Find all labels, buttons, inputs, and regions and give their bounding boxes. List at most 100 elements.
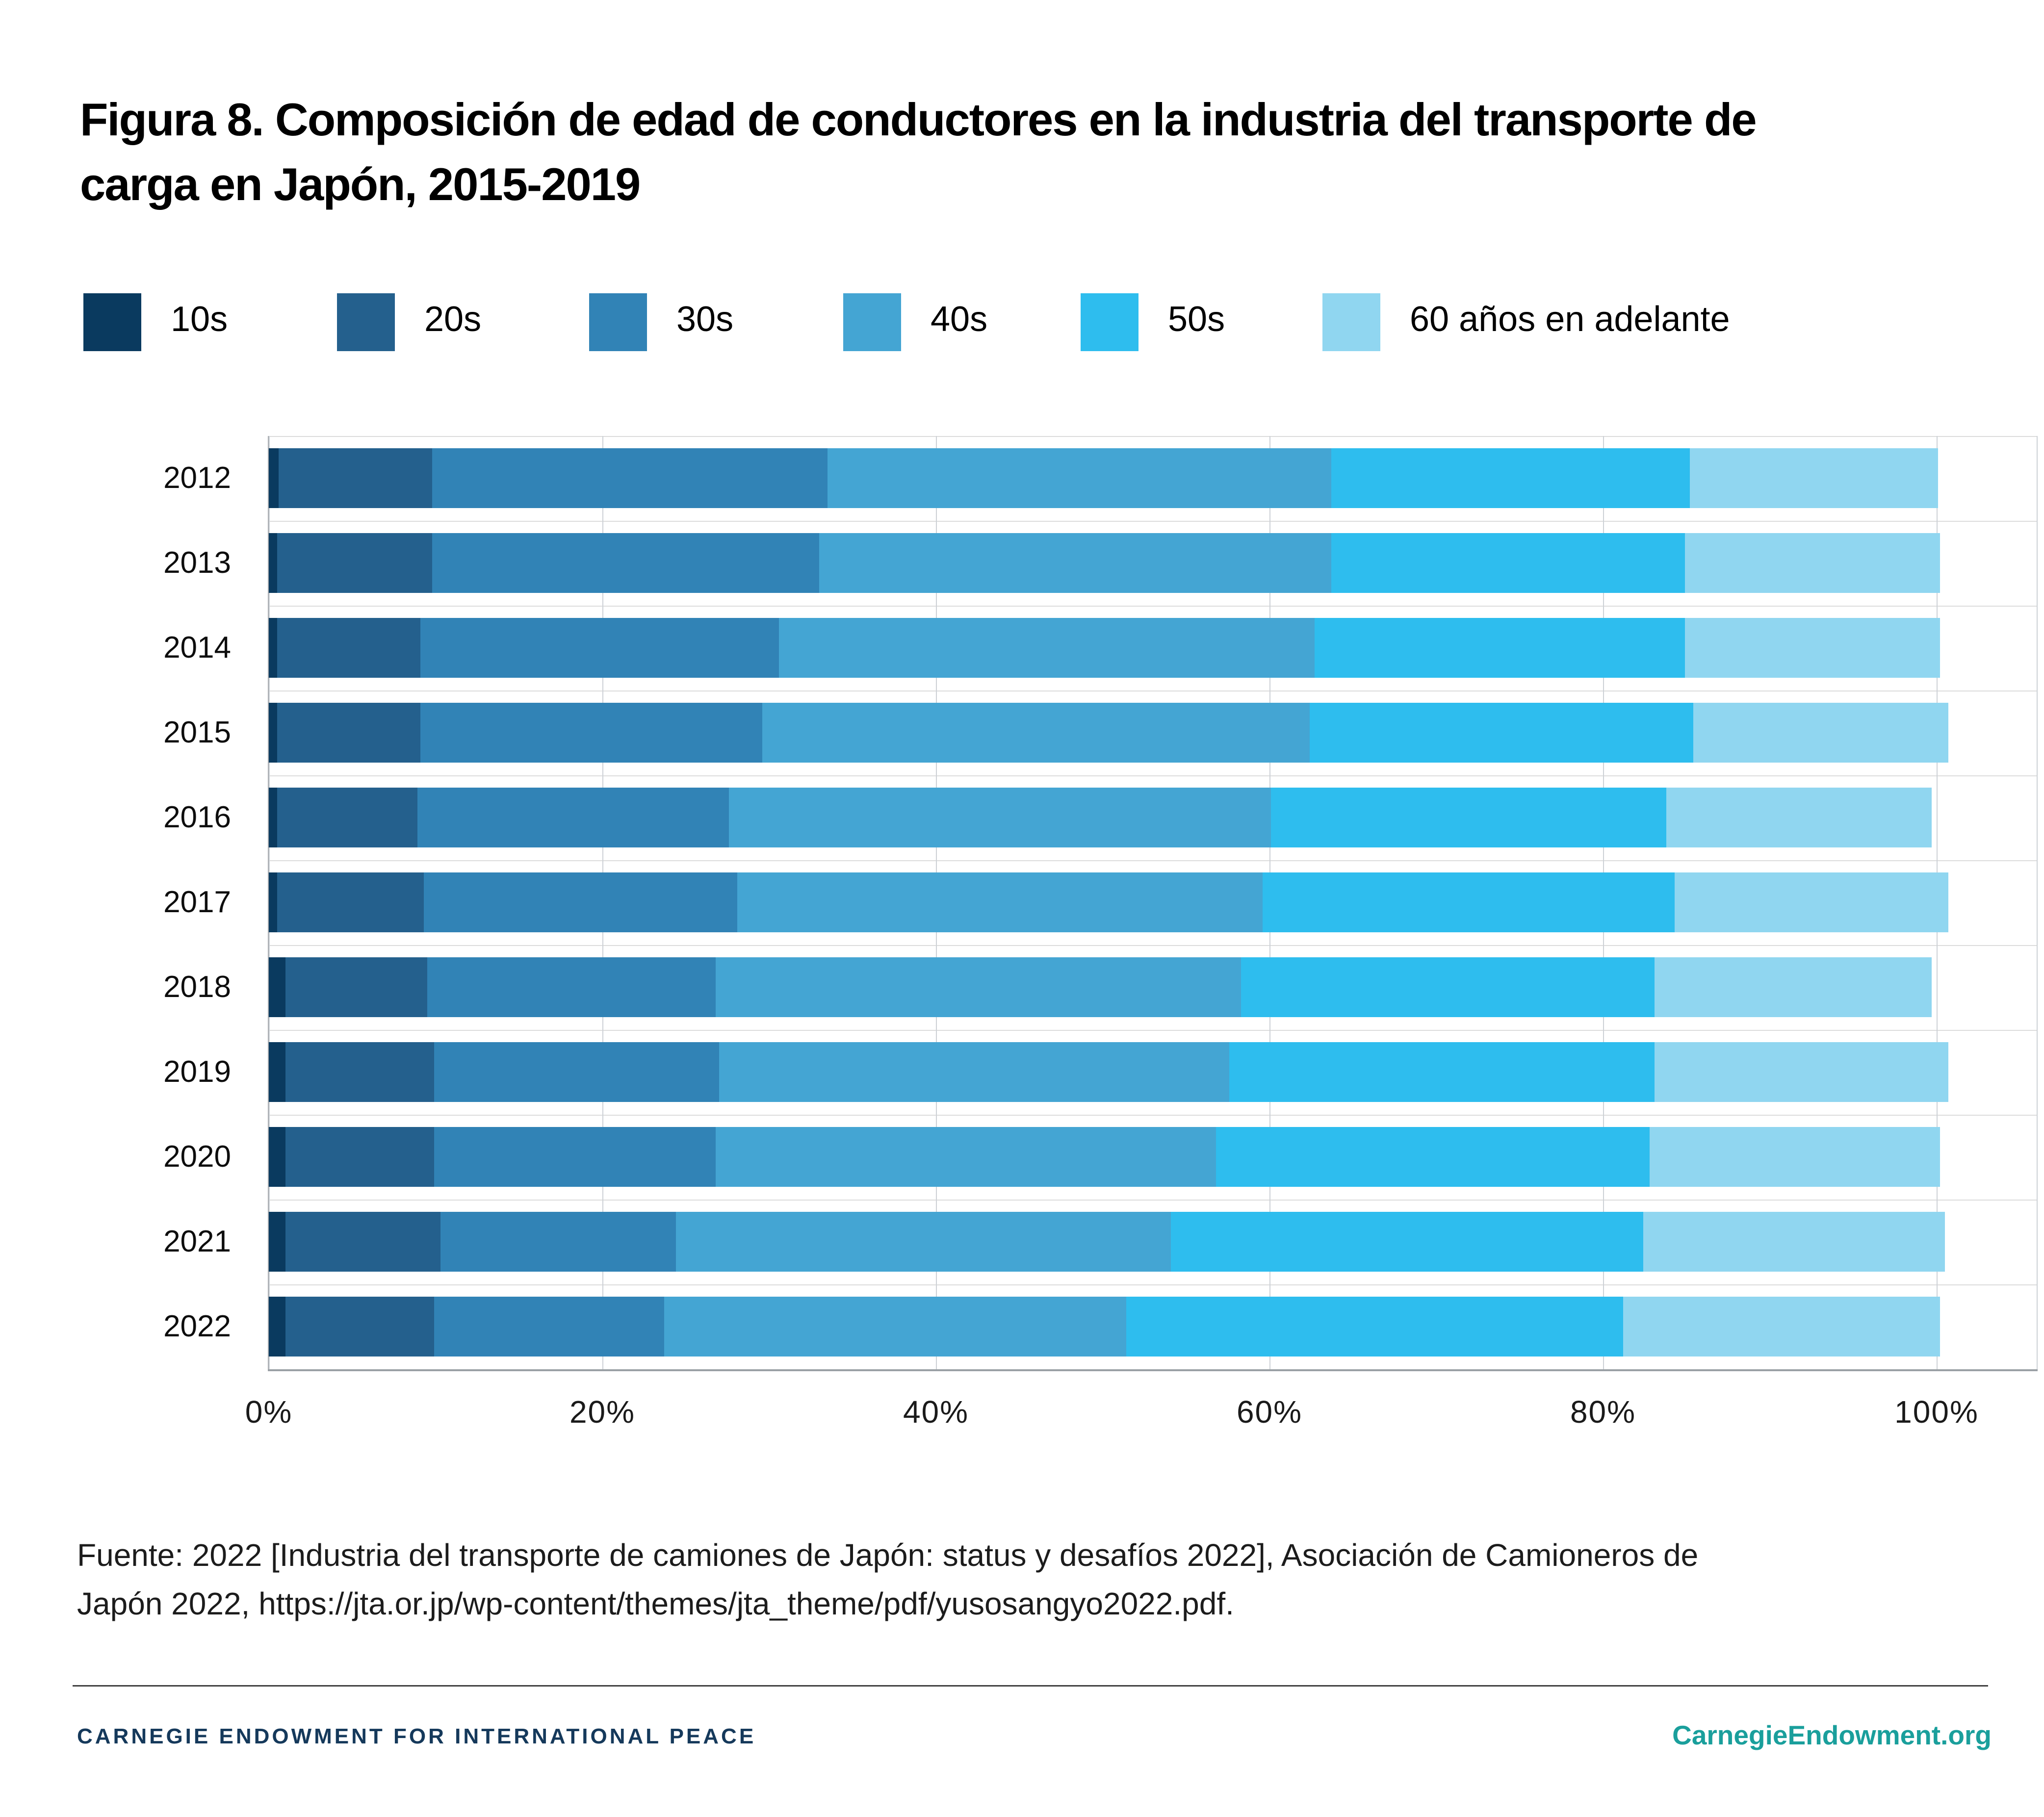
bar-segment-50s-2013 — [1331, 533, 1685, 593]
x-axis-tick-20pct: 20% — [569, 1394, 636, 1430]
bar-segment-60-años-en-adelante-2018 — [1655, 957, 1932, 1017]
bar-segment-40s-2015 — [762, 703, 1310, 763]
row-gridline — [268, 606, 2038, 607]
legend-label-10s: 10s — [171, 300, 228, 339]
bar-segment-20s-2014 — [277, 618, 421, 678]
bar-segment-30s-2012 — [432, 448, 828, 508]
bar-segment-10s-2020 — [269, 1127, 285, 1187]
bar-segment-30s-2019 — [434, 1042, 719, 1102]
y-axis-label-2012: 2012 — [163, 461, 231, 495]
bar-segment-50s-2014 — [1314, 618, 1685, 678]
bar-segment-20s-2017 — [277, 872, 424, 932]
bar-segment-20s-2019 — [285, 1042, 434, 1102]
row-gridline — [268, 436, 2038, 437]
bar-segment-10s-2019 — [269, 1042, 285, 1102]
source-note-line1: Fuente: 2022 [Industria del transporte d… — [77, 1537, 1699, 1573]
bar-segment-60-años-en-adelante-2015 — [1693, 703, 1948, 763]
bar-segment-10s-2012 — [269, 448, 279, 508]
bar-segment-60-años-en-adelante-2012 — [1689, 448, 1939, 508]
bar-segment-50s-2015 — [1309, 703, 1693, 763]
bar-segment-40s-2012 — [828, 448, 1331, 508]
bar-segment-10s-2021 — [269, 1212, 285, 1272]
bar-segment-50s-2012 — [1331, 448, 1690, 508]
legend-swatch-60-años-en-adelante — [1322, 293, 1380, 351]
bar-segment-60-años-en-adelante-2016 — [1666, 788, 1932, 847]
chart-title: Figura 8. Composición de edad de conduct… — [80, 87, 2008, 217]
row-gridline — [268, 1284, 2038, 1285]
bar-segment-50s-2017 — [1263, 872, 1675, 932]
bar-segment-20s-2021 — [285, 1212, 441, 1272]
bar-segment-60-años-en-adelante-2014 — [1684, 618, 1940, 678]
legend-swatch-10s — [83, 293, 141, 351]
legend-label-60-años-en-adelante: 60 años en adelante — [1410, 300, 1730, 339]
footer-website-link[interactable]: CarnegieEndowment.org — [1672, 1720, 1992, 1750]
y-axis-label-2013: 2013 — [163, 546, 231, 580]
bar-segment-60-años-en-adelante-2022 — [1623, 1297, 1940, 1356]
bar-segment-30s-2015 — [420, 703, 763, 763]
bar-segment-60-años-en-adelante-2017 — [1675, 872, 1948, 932]
bar-segment-60-años-en-adelante-2020 — [1650, 1127, 1940, 1187]
x-axis-line — [268, 1369, 2038, 1371]
row-gridline — [268, 1030, 2038, 1031]
bar-segment-40s-2016 — [729, 788, 1271, 847]
bar-segment-10s-2022 — [269, 1297, 285, 1356]
bar-segment-20s-2020 — [285, 1127, 434, 1187]
bar-segment-30s-2020 — [434, 1127, 716, 1187]
x-axis-tick-40pct: 40% — [903, 1394, 969, 1430]
bar-segment-30s-2017 — [424, 872, 738, 932]
bar-segment-10s-2017 — [269, 872, 277, 932]
y-axis-label-2022: 2022 — [163, 1309, 231, 1343]
bar-segment-10s-2013 — [269, 533, 277, 593]
bar-segment-40s-2013 — [819, 533, 1331, 593]
legend-label-20s: 20s — [424, 300, 482, 339]
bar-segment-20s-2015 — [277, 703, 421, 763]
bar-segment-40s-2017 — [737, 872, 1263, 932]
legend-label-30s: 30s — [676, 300, 734, 339]
bar-segment-30s-2013 — [432, 533, 819, 593]
row-gridline — [268, 860, 2038, 861]
bar-segment-20s-2016 — [277, 788, 417, 847]
bar-segment-50s-2021 — [1171, 1212, 1643, 1272]
source-note: Fuente: 2022 [Industria del transporte d… — [77, 1531, 1902, 1628]
y-axis-label-2016: 2016 — [163, 800, 231, 834]
x-axis-tick-60pct: 60% — [1236, 1394, 1303, 1430]
y-axis-line — [268, 436, 269, 1371]
footer-org-name: CARNEGIE ENDOWMENT FOR INTERNATIONAL PEA… — [77, 1724, 756, 1748]
bar-segment-10s-2015 — [269, 703, 277, 763]
bar-segment-50s-2018 — [1241, 957, 1655, 1017]
bar-segment-40s-2014 — [779, 618, 1315, 678]
bar-segment-40s-2018 — [716, 957, 1242, 1017]
legend-label-40s: 40s — [931, 300, 988, 339]
row-gridline — [268, 1115, 2038, 1116]
footer-divider — [73, 1685, 1988, 1687]
source-note-line2: Japón 2022, https://jta.or.jp/wp-content… — [77, 1586, 1234, 1621]
bar-segment-60-años-en-adelante-2019 — [1655, 1042, 1948, 1102]
bar-segment-20s-2018 — [285, 957, 427, 1017]
bar-segment-30s-2016 — [417, 788, 729, 847]
bar-segment-30s-2018 — [427, 957, 716, 1017]
bar-segment-30s-2014 — [420, 618, 779, 678]
bar-segment-20s-2022 — [285, 1297, 434, 1356]
bar-segment-40s-2019 — [719, 1042, 1230, 1102]
bar-segment-40s-2020 — [716, 1127, 1216, 1187]
legend-swatch-30s — [589, 293, 647, 351]
y-axis-label-2015: 2015 — [163, 716, 231, 749]
bar-segment-30s-2021 — [440, 1212, 676, 1272]
bar-segment-10s-2014 — [269, 618, 277, 678]
legend-label-50s: 50s — [1168, 300, 1225, 339]
chart-legend: 10s 20s 30s 40s 50s 60 años en adelante — [0, 293, 2044, 353]
bar-segment-20s-2013 — [277, 533, 433, 593]
legend-swatch-20s — [337, 293, 395, 351]
bar-segment-60-años-en-adelante-2013 — [1684, 533, 1940, 593]
bar-segment-60-años-en-adelante-2021 — [1643, 1212, 1945, 1272]
bar-segment-30s-2022 — [434, 1297, 664, 1356]
bar-segment-50s-2022 — [1126, 1297, 1623, 1356]
y-axis-label-2020: 2020 — [163, 1140, 231, 1174]
y-axis-label-2021: 2021 — [163, 1225, 231, 1258]
row-gridline — [268, 775, 2038, 776]
y-axis-label-2018: 2018 — [163, 970, 231, 1004]
x-axis-tick-0pct: 0% — [245, 1394, 293, 1430]
x-axis-tick-80pct: 80% — [1570, 1394, 1636, 1430]
bar-segment-50s-2019 — [1229, 1042, 1655, 1102]
